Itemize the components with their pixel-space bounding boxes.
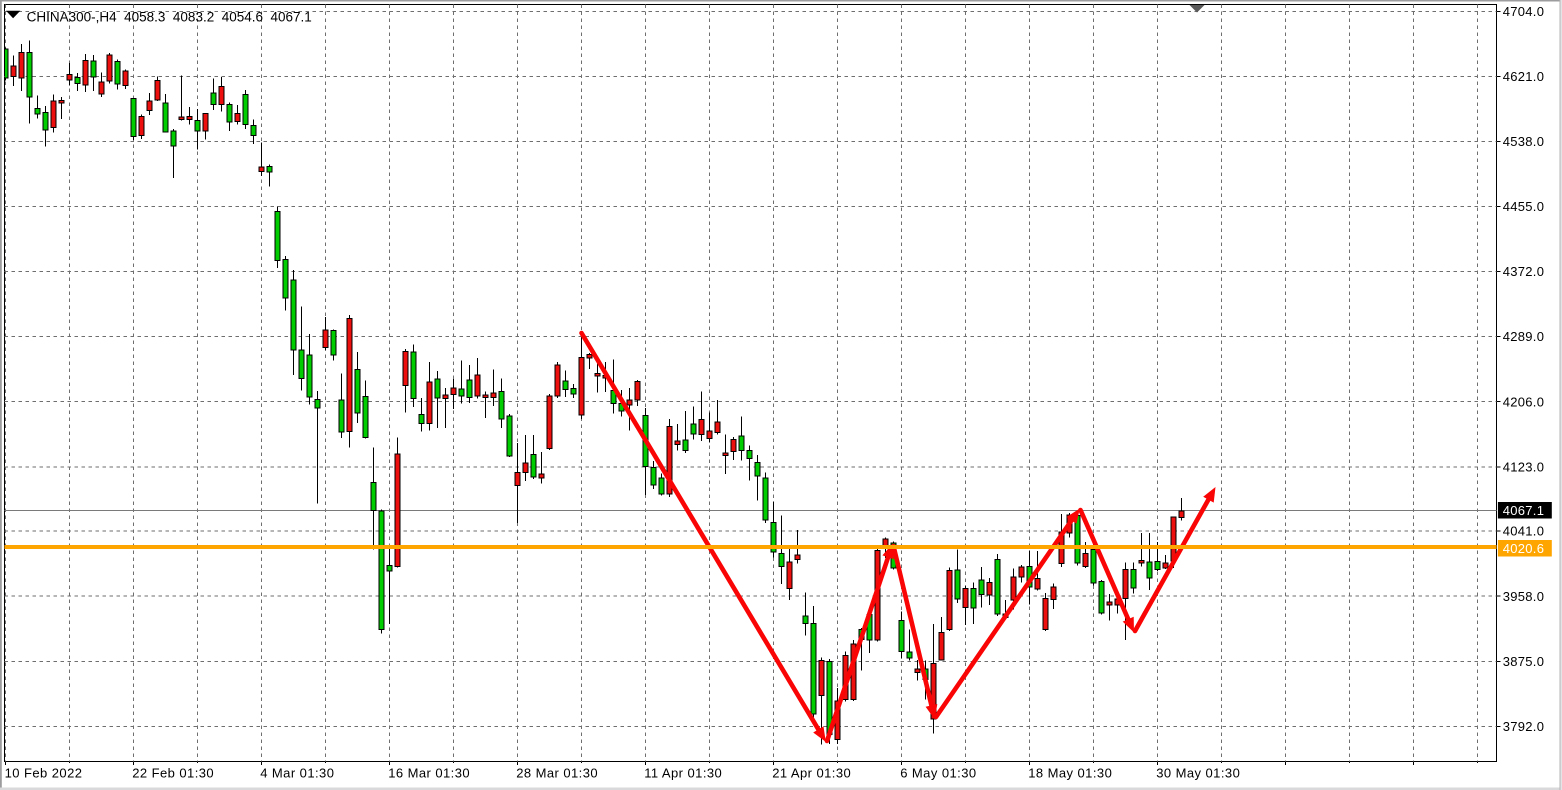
- svg-text:4041.0: 4041.0: [1503, 524, 1545, 539]
- svg-text:21 Apr 01:30: 21 Apr 01:30: [772, 766, 851, 781]
- svg-text:4123.0: 4123.0: [1503, 459, 1545, 474]
- svg-text:4538.0: 4538.0: [1503, 134, 1545, 149]
- svg-text:22 Feb 01:30: 22 Feb 01:30: [132, 766, 214, 781]
- svg-text:18 May 01:30: 18 May 01:30: [1028, 766, 1112, 781]
- svg-text:10 Feb 2022: 10 Feb 2022: [5, 766, 83, 781]
- svg-text:4621.0: 4621.0: [1503, 69, 1545, 84]
- svg-text:4067.1: 4067.1: [1503, 503, 1545, 518]
- svg-text:4 Mar 01:30: 4 Mar 01:30: [260, 766, 334, 781]
- svg-text:28 Mar 01:30: 28 Mar 01:30: [516, 766, 598, 781]
- svg-text:16 Mar 01:30: 16 Mar 01:30: [388, 766, 470, 781]
- svg-text:6 May 01:30: 6 May 01:30: [900, 766, 976, 781]
- svg-text:CHINA300-,H4 4058.3 4083.2: CHINA300-,H4 4058.3 4083.2 4054.6 4067.1: [27, 9, 312, 24]
- svg-text:3958.0: 3958.0: [1503, 589, 1545, 604]
- svg-text:4455.0: 4455.0: [1503, 199, 1545, 214]
- svg-text:11 Apr 01:30: 11 Apr 01:30: [644, 766, 722, 781]
- svg-text:30 May 01:30: 30 May 01:30: [1156, 766, 1240, 781]
- svg-text:4289.0: 4289.0: [1503, 329, 1545, 344]
- svg-text:3792.0: 3792.0: [1503, 719, 1545, 734]
- svg-text:4372.0: 4372.0: [1503, 264, 1545, 279]
- svg-text:4206.0: 4206.0: [1503, 394, 1545, 409]
- svg-text:4704.0: 4704.0: [1503, 4, 1545, 19]
- svg-text:3875.0: 3875.0: [1503, 654, 1545, 669]
- svg-text:4020.6: 4020.6: [1503, 541, 1545, 556]
